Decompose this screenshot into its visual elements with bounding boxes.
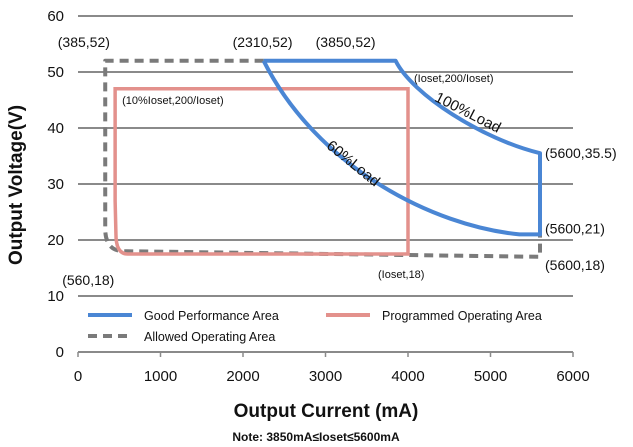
y-tick-label: 30 <box>47 176 64 193</box>
legend-label: Good Performance Area <box>144 309 279 323</box>
annotation-label: (5600,21) <box>545 220 605 236</box>
tick-labels: 0 1000 2000 3000 4000 5000 6000 0 10 20 30 40 50 60 <box>47 8 589 385</box>
y-tick-label: 60 <box>47 8 64 25</box>
axes <box>77 351 574 357</box>
series-programmed-operating-area <box>113 87 410 256</box>
legend-label: Allowed Operating Area <box>144 330 275 344</box>
legend: Good Performance Area Programmed Operatin… <box>88 309 542 344</box>
annotation-label: (560,18) <box>62 272 114 288</box>
annotation-label: (3850,52) <box>316 34 376 50</box>
series-good-performance-area <box>261 58 542 237</box>
annotation-label: (Ioset,18) <box>378 269 424 281</box>
y-tick-label: 40 <box>47 120 64 137</box>
grid-lines <box>78 15 573 297</box>
x-tick-label: 1000 <box>144 368 177 385</box>
annotation-label: (5600,18) <box>545 257 605 273</box>
x-tick-label: 5000 <box>474 368 507 385</box>
y-tick-label: 50 <box>47 64 64 81</box>
annotation-label: 60%Load <box>323 137 383 190</box>
annotation-label: 100%Load <box>432 89 504 137</box>
x-axis-title: Output Current (mA) <box>234 401 419 422</box>
annotation-label: (385,52) <box>58 34 110 50</box>
x-tick-label: 6000 <box>556 368 589 385</box>
y-axis-title: Output Voltage(V) <box>6 105 27 265</box>
series <box>103 58 542 259</box>
annotation-label: (10%Ioset,200/Ioset) <box>122 95 224 107</box>
x-tick-label: 0 <box>74 368 82 385</box>
x-tick-label: 2000 <box>226 368 259 385</box>
y-tick-label: 20 <box>47 232 64 249</box>
y-tick-label: 0 <box>56 344 64 361</box>
x-tick-label: 3000 <box>309 368 342 385</box>
chart-note: Note: 3850mA≤Ioset≤5600mA <box>232 430 400 444</box>
annotation-label: (2310,52) <box>233 34 293 50</box>
legend-label: Programmed Operating Area <box>382 309 542 323</box>
annotation-label: (Ioset,200/Ioset) <box>414 73 494 85</box>
y-tick-label: 10 <box>47 288 64 305</box>
annotation-label: (5600,35.5) <box>545 145 617 161</box>
x-tick-label: 4000 <box>391 368 424 385</box>
